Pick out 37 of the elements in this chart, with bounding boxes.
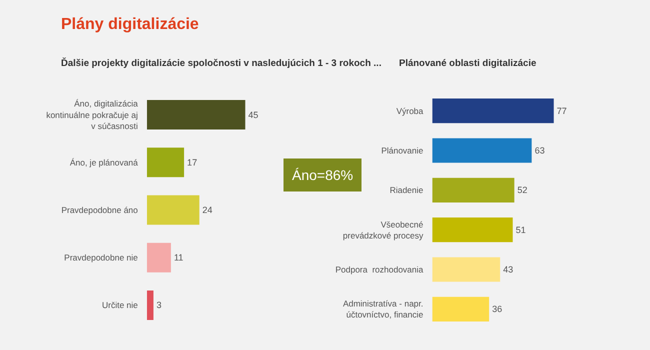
- data-label: 43: [503, 264, 514, 274]
- data-label: 11: [174, 252, 184, 263]
- data-label: 3: [156, 300, 162, 310]
- text: Áno=86%: [292, 167, 354, 183]
- data-label: 52: [517, 185, 528, 196]
- y-tick-label: Všeobecné prevádzkové procesy: [342, 219, 424, 240]
- bar: [146, 148, 184, 178]
- y-tick-label: Výroba: [396, 106, 424, 116]
- bar: [432, 257, 500, 282]
- bar: [432, 218, 513, 242]
- data-label: 63: [534, 146, 545, 156]
- y-tick-label: Áno, je plánovaná: [70, 157, 138, 168]
- bar: [146, 195, 200, 225]
- data-label: 51: [516, 224, 526, 235]
- bar: [146, 290, 154, 320]
- bar: [146, 100, 246, 130]
- data-label: 36: [492, 304, 502, 314]
- bar: [432, 296, 490, 322]
- bar: [146, 242, 171, 272]
- chart-title: Plány digitalizácie: [61, 16, 199, 33]
- chart-subtitle: Ďalšie projekty digitalizácie spoločnosti v nasledujúcich 1 - 3 rokoch ...: [61, 57, 382, 69]
- data-label: 77: [556, 106, 567, 116]
- bar: [432, 98, 554, 124]
- y-tick-label: Pravdepodobne áno: [61, 204, 138, 215]
- y-tick-label: Áno, digitalizácia kontinuálne pokračuje aj v súčasnosti: [46, 98, 138, 131]
- y-tick-label: Administratíva - napr. účtovníctvo, financie: [342, 298, 424, 320]
- y-tick-label: Určite nie: [102, 300, 138, 310]
- y-tick-label: Plánovanie: [381, 145, 424, 156]
- y-tick-label: Podpora rozhodovania: [335, 264, 424, 274]
- bar: [432, 178, 514, 202]
- data-label: 17: [187, 157, 198, 168]
- chart-title: Plánované oblasti digitalizácie: [399, 58, 536, 69]
- bar: [432, 138, 532, 163]
- data-label: 24: [202, 205, 212, 215]
- data-label: 45: [248, 110, 258, 120]
- y-tick-label: Pravdepodobne nie: [64, 252, 138, 263]
- y-tick-label: Riadenie: [390, 185, 424, 196]
